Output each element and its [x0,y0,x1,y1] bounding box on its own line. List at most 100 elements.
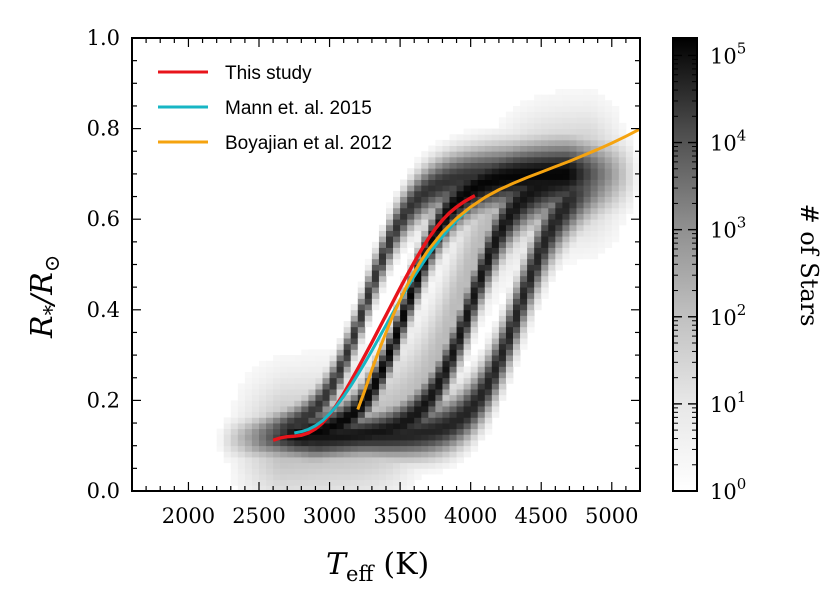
heatmap-cell [435,264,443,271]
heatmap-cell [456,230,465,237]
heatmap-cell [216,440,225,447]
heatmap-cell [520,202,528,209]
heatmap-cell [484,343,493,350]
heatmap-cell [569,145,577,152]
heatmap-cell [583,168,592,175]
heatmap-cell [407,179,415,186]
heatmap-cell [477,258,486,265]
heatmap-cell [463,190,472,197]
heatmap-cell [463,264,472,271]
heatmap-cell [484,270,493,277]
heatmap-cell [421,270,429,277]
heatmap-cell [435,355,443,362]
heatmap-cell [237,383,246,390]
heatmap-cell [477,241,486,248]
heatmap-cell [414,468,422,475]
heatmap-cell [513,326,521,333]
heatmap-cell [336,372,345,379]
heatmap-cell [230,411,239,418]
heatmap-cell [350,349,359,356]
heatmap-cell [350,451,359,458]
heatmap-cell [498,394,507,401]
heatmap-cell [484,264,493,271]
heatmap-cell [491,281,500,288]
heatmap-cell [505,326,514,333]
heatmap-cell [421,417,429,424]
heatmap-cell [463,241,472,248]
heatmap-cell [386,372,394,379]
heatmap-cell [576,179,584,186]
heatmap-cell [590,190,599,197]
heatmap-cell [513,298,521,305]
heatmap-cell [456,236,465,243]
heatmap-cell [414,309,422,316]
heatmap-cell [625,207,634,214]
heatmap-cell [386,377,394,384]
heatmap-cell [498,389,507,396]
heatmap-cell [393,474,401,481]
heatmap-cell [576,241,584,248]
heatmap-cell [541,287,549,294]
heatmap-cell [287,377,295,384]
heatmap-cell [548,128,556,135]
heatmap-cell [569,185,577,192]
heatmap-cell [273,417,281,424]
heatmap-cell [237,400,246,407]
heatmap-cell [470,304,479,311]
heatmap-cell [350,428,359,435]
heatmap-cell [569,202,577,209]
heatmap-cell [548,196,556,203]
heatmap-cell [364,281,373,288]
heatmap-cell [336,423,345,430]
heatmap-cell [357,383,366,390]
heatmap-cell [484,202,493,209]
heatmap-cell [442,332,450,339]
y-tick-label: 1.0 [87,26,120,50]
heatmap-cell [456,298,465,305]
heatmap-cell [244,428,253,435]
heatmap-cell [287,360,295,367]
heatmap-cell [449,134,457,141]
heatmap-cell [435,162,443,169]
colorbar-label: # of Stars [795,204,823,327]
heatmap-cell [230,440,239,447]
heatmap-cell [513,168,521,175]
heatmap-cell [625,134,634,141]
heatmap-cell [513,219,521,226]
heatmap-cell [505,168,514,175]
heatmap-cell [491,213,500,220]
heatmap-cell [414,394,422,401]
heatmap-cell [583,88,592,96]
heatmap-cell [357,389,366,396]
colorbar-tick-label: 102 [710,301,746,330]
heatmap-cell [407,241,415,248]
heatmap-cell [244,434,253,441]
heatmap-cell [569,151,577,158]
heatmap-cell [449,400,457,407]
heatmap-cell [449,417,457,424]
heatmap-cell [456,417,465,424]
heatmap-cell [576,145,584,152]
heatmap-cell [541,105,549,113]
heatmap-cell [435,366,443,373]
heatmap-cell [562,258,570,265]
heatmap-cell [484,253,493,260]
heatmap-cell [477,315,486,322]
heatmap-cell [343,417,352,424]
heatmap-cell [569,253,577,260]
heatmap-cell [449,406,457,413]
heatmap-cell [223,434,232,441]
heatmap-cell [294,394,302,401]
heatmap-cell [350,400,359,407]
heatmap-cell [484,213,493,220]
heatmap-cell [350,417,359,424]
heatmap-cell [414,162,422,169]
heatmap-cell [237,440,246,447]
heatmap-cell [428,417,436,424]
heatmap-cell [569,88,577,96]
heatmap-cell [484,377,493,384]
heatmap-cell [378,264,387,271]
heatmap-cell [414,451,422,458]
heatmap-cell [336,479,345,486]
heatmap-cell [498,145,507,152]
